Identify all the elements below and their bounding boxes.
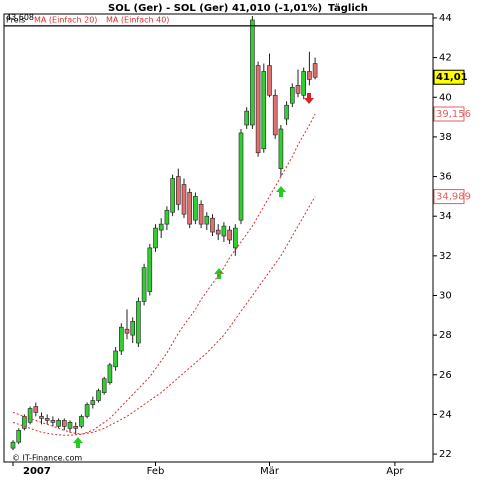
candle-body xyxy=(301,71,307,96)
sell-arrow xyxy=(304,93,314,104)
candle-body xyxy=(141,267,147,302)
y-tick-label: 22 xyxy=(439,449,452,460)
candle-body xyxy=(193,196,198,221)
candle-body xyxy=(181,184,187,215)
price-marker xyxy=(433,106,465,122)
candle-body xyxy=(107,364,113,384)
y-tick-label: 24 xyxy=(439,409,452,420)
chart-title: SOL (Ger) - SOL (Ger) xyxy=(108,3,228,14)
candle-body xyxy=(187,192,192,225)
candle-body xyxy=(10,441,16,449)
candle-body xyxy=(50,420,56,423)
price-label: 41,010 (-1,01%) xyxy=(232,3,322,14)
candle-body xyxy=(16,429,22,443)
copyright: © IT-Finance.com xyxy=(12,454,82,463)
candle-body xyxy=(113,350,118,368)
candle-body xyxy=(233,227,238,249)
legend-entry: Preis xyxy=(6,16,25,25)
candle-body xyxy=(79,416,84,427)
y-tick-label: 44 xyxy=(439,13,452,24)
candle-body xyxy=(176,176,181,205)
candle-body xyxy=(56,420,61,427)
candle-body xyxy=(73,426,78,429)
candle-body xyxy=(261,71,267,150)
moving-average-line xyxy=(12,196,316,436)
high-label: 43,608 xyxy=(6,13,34,22)
candle-body xyxy=(215,229,221,235)
price-marker-label: 41,01 xyxy=(436,72,468,83)
buy-arrow xyxy=(214,268,224,279)
candle-body xyxy=(272,94,278,136)
y-tick-label: 38 xyxy=(439,132,452,143)
y-tick-label: 40 xyxy=(439,92,452,103)
candle-body xyxy=(221,225,227,237)
candle-body xyxy=(210,217,215,233)
candle-body xyxy=(124,328,130,334)
candle-body xyxy=(44,418,50,421)
candle-body xyxy=(255,65,261,154)
y-tick-label: 30 xyxy=(439,290,452,301)
candle-body xyxy=(61,420,67,427)
buy-arrow xyxy=(276,186,286,197)
candle-body xyxy=(278,128,284,169)
candle-body xyxy=(198,204,204,225)
candle-body xyxy=(227,229,232,241)
candle-body xyxy=(90,400,96,405)
candle-body xyxy=(267,65,272,96)
candle-body xyxy=(164,209,170,225)
candle-body xyxy=(295,85,301,94)
x-tick-label: Apr xyxy=(386,466,404,477)
candle-body xyxy=(67,422,73,429)
y-tick-label: 26 xyxy=(439,370,452,381)
candle-body xyxy=(284,104,289,120)
y-tick-label: 42 xyxy=(439,53,452,64)
candle-body xyxy=(147,247,153,292)
candle-body xyxy=(312,63,318,78)
x-tick-label: Mär xyxy=(260,466,280,477)
candle-body xyxy=(244,110,249,126)
candle-body xyxy=(170,178,175,213)
period: Täglich xyxy=(328,3,368,14)
candle-body xyxy=(238,132,244,221)
candle-body xyxy=(27,408,33,423)
candle-body xyxy=(101,378,107,393)
x-tick-label: Feb xyxy=(147,466,165,477)
candle-body xyxy=(96,390,101,401)
candle-body xyxy=(307,71,312,80)
price-marker xyxy=(433,189,465,205)
x-tick-label: 2007 xyxy=(23,466,51,477)
candle-body xyxy=(130,320,135,336)
legend-entry: MA (Einfach 40) xyxy=(106,16,169,25)
candle-body xyxy=(289,87,295,104)
buy-arrow xyxy=(73,437,83,448)
candle-body xyxy=(39,416,44,419)
candle-body xyxy=(136,301,141,344)
candle-body xyxy=(119,326,124,352)
y-tick-label: 36 xyxy=(439,172,452,183)
price-marker-label: 39,156 xyxy=(436,109,471,120)
candle-body xyxy=(158,223,164,231)
price-marker-label: 34,989 xyxy=(436,192,471,203)
signal-arrows xyxy=(73,93,314,448)
candle-body xyxy=(84,404,90,417)
candle-body xyxy=(204,215,210,225)
candle-body xyxy=(250,19,255,126)
plot-frame xyxy=(3,13,434,463)
price-marker xyxy=(433,69,465,85)
candle-body xyxy=(33,406,39,413)
y-tick-label: 28 xyxy=(439,330,452,341)
legend-entry: MA (Einfach 20) xyxy=(34,16,97,25)
y-tick-label: 32 xyxy=(439,251,452,262)
y-tick-label: 34 xyxy=(439,211,452,222)
moving-average-line xyxy=(12,113,316,435)
candle-body xyxy=(153,227,158,249)
